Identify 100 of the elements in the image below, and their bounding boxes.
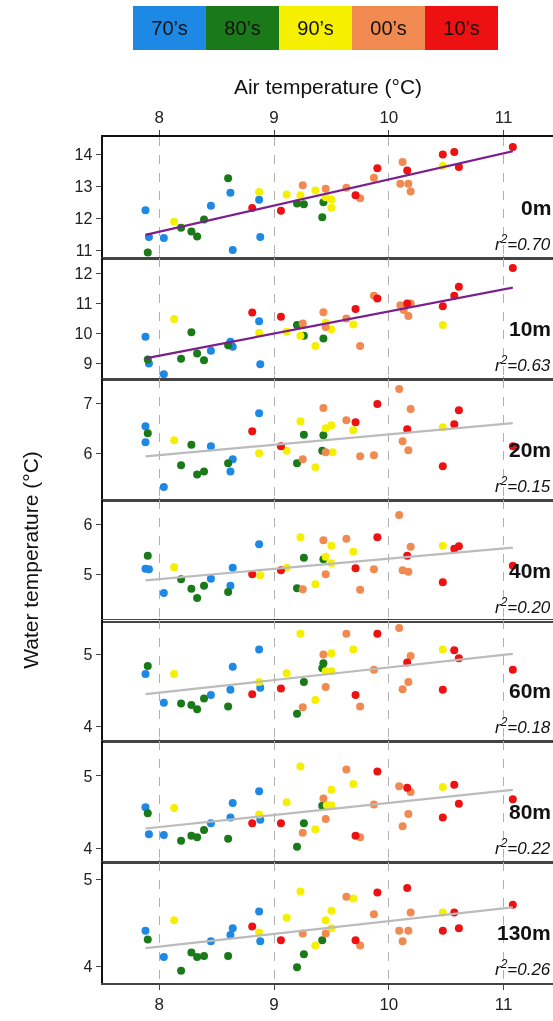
point	[321, 683, 330, 692]
x-tick-label: 9	[269, 995, 279, 1015]
point	[438, 686, 447, 695]
point	[327, 906, 336, 915]
y-tick-label: 11	[75, 294, 93, 312]
point	[342, 415, 351, 424]
point	[311, 825, 320, 834]
point	[508, 263, 517, 272]
point	[349, 645, 358, 654]
point	[327, 195, 336, 204]
point	[342, 765, 351, 774]
point	[187, 227, 196, 236]
annotation: 20m	[509, 437, 552, 461]
point	[404, 926, 413, 935]
point	[170, 562, 179, 571]
point	[438, 541, 447, 550]
point	[342, 630, 351, 639]
point	[351, 191, 360, 200]
point	[187, 701, 196, 710]
point	[276, 936, 285, 945]
point	[193, 232, 202, 241]
point	[200, 952, 209, 961]
point	[508, 142, 517, 151]
point	[373, 164, 382, 173]
point	[349, 547, 358, 556]
point	[159, 234, 168, 243]
y-tick-label: 7	[83, 394, 93, 412]
point	[321, 184, 330, 193]
point	[143, 428, 152, 437]
y-tick-label: 10	[74, 324, 93, 342]
point	[319, 650, 328, 659]
annotation: r$^{2}$=0.26	[495, 957, 551, 980]
point	[228, 924, 237, 933]
point	[228, 799, 237, 808]
point	[406, 404, 415, 413]
point	[351, 563, 360, 572]
point	[349, 425, 358, 434]
point	[159, 370, 168, 379]
point	[311, 186, 320, 195]
point	[224, 587, 233, 596]
point	[406, 187, 415, 196]
point	[395, 926, 404, 935]
point	[404, 179, 413, 188]
point	[438, 462, 447, 471]
point	[398, 937, 407, 946]
point	[255, 408, 264, 417]
point	[177, 837, 186, 846]
point	[256, 233, 265, 242]
point	[200, 355, 209, 364]
point	[311, 941, 320, 950]
point	[311, 463, 320, 472]
point	[373, 399, 382, 408]
y-tick-label: 4	[83, 958, 93, 976]
point	[248, 426, 257, 435]
y-tick-label: 5	[83, 565, 93, 583]
point	[282, 446, 291, 455]
point	[296, 762, 305, 771]
point	[141, 421, 150, 430]
y-tick-label: 5	[83, 646, 93, 664]
point	[298, 584, 307, 593]
point	[255, 645, 264, 654]
point	[200, 694, 209, 703]
point	[143, 662, 152, 671]
text: 80’s	[206, 6, 279, 50]
point	[255, 907, 264, 916]
point	[193, 833, 202, 842]
point	[369, 173, 378, 182]
point	[319, 535, 328, 544]
point	[248, 690, 257, 699]
point	[406, 908, 415, 917]
annotation: 0m	[521, 196, 552, 219]
point	[187, 948, 196, 957]
point	[404, 567, 413, 576]
text: 90’s	[279, 6, 352, 50]
point	[224, 952, 233, 961]
annotation: r$^{2}$=0.63	[495, 352, 551, 375]
annotation: 40m	[509, 558, 552, 582]
point	[170, 916, 179, 925]
point	[349, 320, 358, 329]
point	[255, 317, 264, 326]
point	[299, 678, 308, 687]
point	[177, 699, 186, 708]
point	[293, 963, 302, 972]
point	[403, 884, 412, 893]
y-tick-label: 11	[75, 242, 93, 260]
point	[454, 282, 463, 291]
point	[170, 314, 179, 323]
point	[403, 166, 412, 175]
y-tick-label: 6	[83, 515, 93, 533]
point	[298, 703, 307, 712]
x2-axis-title: Air temperature (°C)	[233, 74, 423, 98]
point	[193, 593, 202, 602]
point	[206, 691, 215, 700]
point	[328, 448, 337, 456]
point	[396, 179, 405, 188]
point	[321, 916, 330, 925]
point	[356, 941, 365, 950]
point	[349, 894, 358, 903]
point	[256, 937, 265, 946]
point	[193, 349, 202, 358]
